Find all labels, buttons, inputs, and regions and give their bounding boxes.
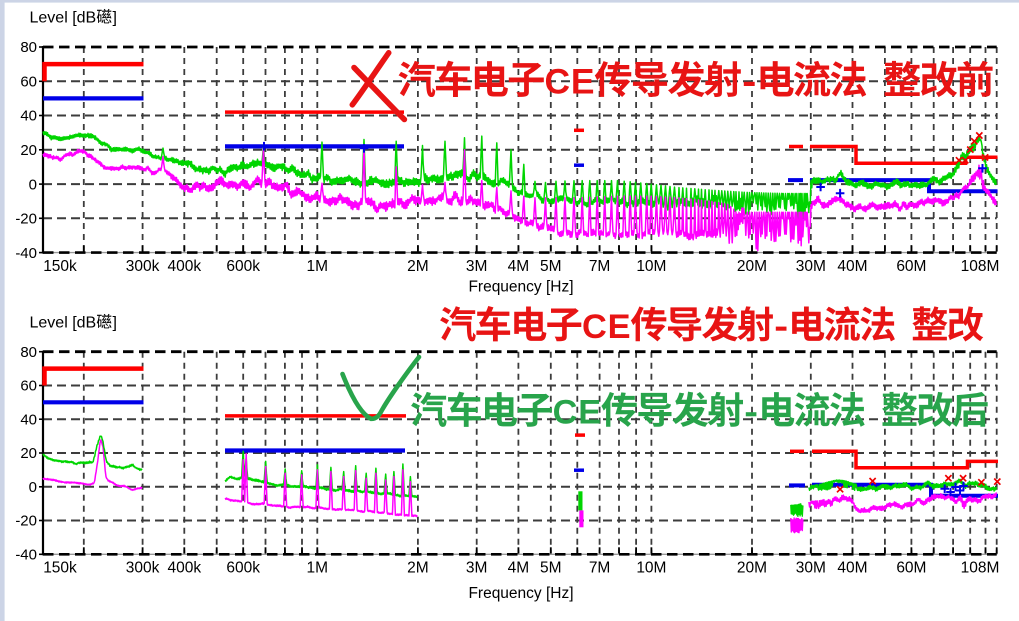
svg-text:E: E (578, 394, 601, 432)
svg-text:30M: 30M (796, 258, 826, 275)
svg-text:400k: 400k (167, 258, 201, 275)
svg-text:-20: -20 (15, 513, 37, 530)
svg-text:E: E (571, 62, 595, 102)
svg-text:7M: 7M (589, 560, 611, 577)
svg-text:C: C (553, 394, 578, 432)
svg-text:]: ] (113, 9, 117, 26)
svg-text:Level [dB: Level [dB (30, 9, 97, 26)
svg-text:10M: 10M (636, 560, 666, 577)
svg-text:5M: 5M (540, 560, 562, 577)
svg-text:300k: 300k (126, 560, 160, 577)
svg-text:1M: 1M (307, 258, 329, 275)
svg-text:60: 60 (20, 74, 37, 91)
svg-text:400k: 400k (167, 560, 201, 577)
svg-text:40: 40 (20, 108, 37, 125)
svg-text:150k: 150k (43, 258, 77, 275)
svg-text:20: 20 (20, 445, 37, 462)
svg-text:80: 80 (20, 39, 37, 56)
svg-text:108M: 108M (961, 258, 1000, 275)
svg-text:600k: 600k (226, 560, 260, 577)
svg-text:-40: -40 (15, 547, 37, 564)
svg-text:20M: 20M (737, 258, 767, 275)
svg-text:-40: -40 (15, 245, 37, 262)
svg-text:-20: -20 (15, 211, 37, 228)
svg-text:0: 0 (29, 479, 37, 496)
svg-text:0: 0 (29, 176, 37, 193)
svg-text:C: C (582, 308, 607, 346)
svg-text:E: E (608, 308, 631, 346)
svg-text:10M: 10M (636, 258, 666, 275)
svg-text:Frequency [Hz]: Frequency [Hz] (468, 279, 573, 296)
svg-text:20: 20 (20, 142, 37, 159)
svg-text:30M: 30M (796, 560, 826, 577)
svg-text:Level [dB: Level [dB (30, 314, 97, 331)
svg-text:600k: 600k (226, 258, 260, 275)
svg-text:20M: 20M (737, 560, 767, 577)
svg-text:300k: 300k (126, 258, 160, 275)
svg-text:1M: 1M (307, 560, 329, 577)
svg-text:60M: 60M (896, 560, 926, 577)
svg-text:40M: 40M (837, 258, 867, 275)
svg-text:]: ] (113, 314, 117, 331)
svg-text:40: 40 (20, 411, 37, 428)
svg-text:80: 80 (20, 344, 37, 361)
svg-text:7M: 7M (589, 258, 611, 275)
svg-text:C: C (545, 62, 571, 102)
svg-text:4M: 4M (508, 258, 530, 275)
svg-text:108M: 108M (961, 560, 1000, 577)
svg-text:60: 60 (20, 378, 37, 395)
svg-text:60M: 60M (896, 258, 926, 275)
svg-text:40M: 40M (837, 560, 867, 577)
svg-text:3M: 3M (466, 560, 488, 577)
svg-text:150k: 150k (43, 560, 77, 577)
svg-text:Frequency [Hz]: Frequency [Hz] (468, 585, 573, 602)
svg-text:4M: 4M (508, 560, 530, 577)
svg-text:3M: 3M (466, 258, 488, 275)
svg-text:5M: 5M (540, 258, 562, 275)
svg-text:2M: 2M (407, 258, 429, 275)
svg-text:2M: 2M (407, 560, 429, 577)
